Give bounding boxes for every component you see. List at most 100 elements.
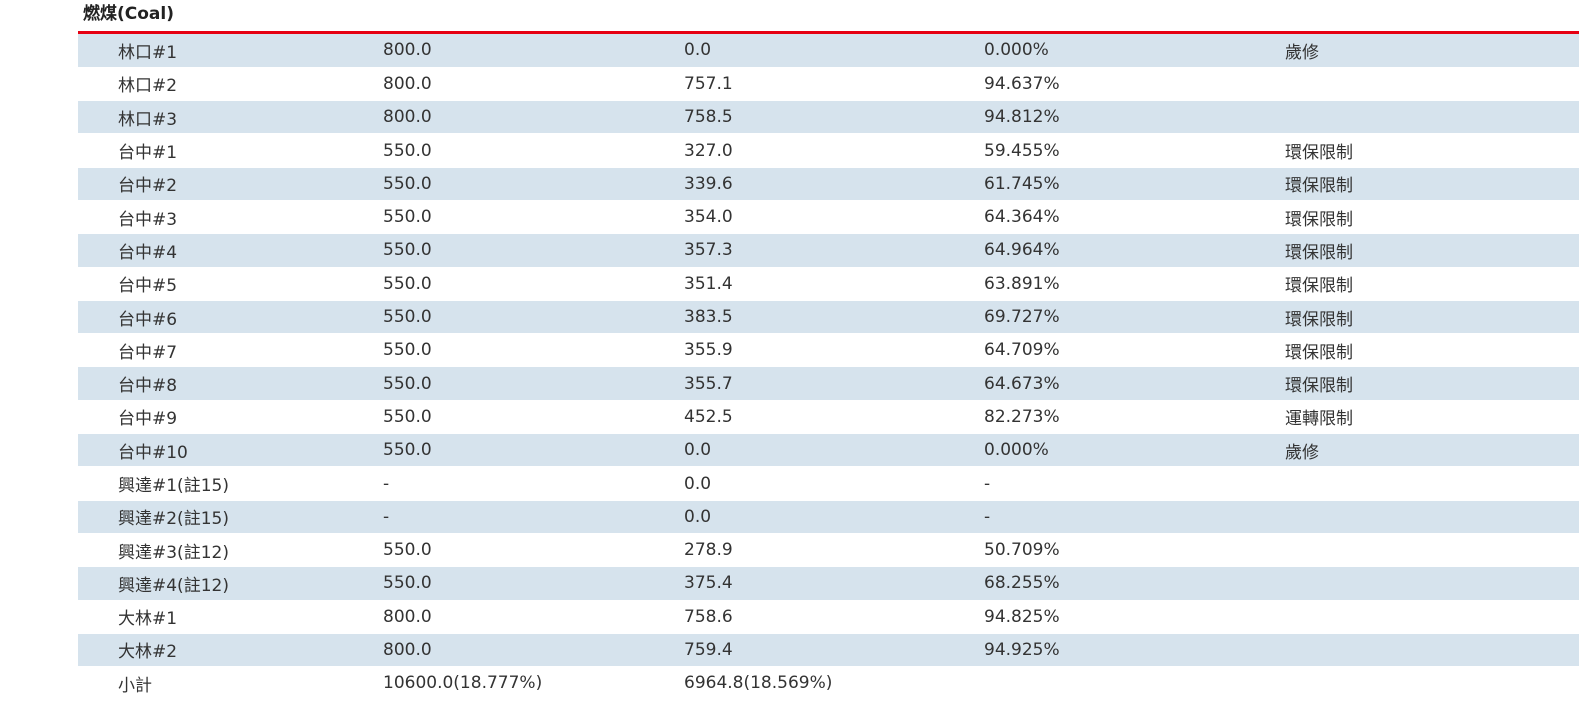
ratio-cell: 64.709% bbox=[984, 333, 1285, 368]
capacity-cell: 800.0 bbox=[383, 34, 684, 68]
capacity-cell: - bbox=[383, 466, 684, 501]
ratio-cell: 50.709% bbox=[984, 533, 1285, 568]
capacity-cell: 800.0 bbox=[383, 100, 684, 135]
capacity-cell: 550.0 bbox=[383, 433, 684, 468]
subtotal-capacity: 10600.0(18.777%) bbox=[383, 666, 684, 701]
capacity-cell: - bbox=[383, 500, 684, 534]
table-row: 台中#6 550.0 383.5 69.727% 環保限制 bbox=[78, 300, 1579, 335]
unit-name-cell: 林口#2 bbox=[78, 67, 383, 102]
note-cell: 環保限制 bbox=[1285, 167, 1579, 201]
generation-cell: 355.9 bbox=[684, 333, 984, 368]
generation-cell: 757.1 bbox=[684, 67, 984, 102]
ratio-cell: 82.273% bbox=[984, 400, 1285, 435]
note-cell bbox=[1285, 566, 1579, 601]
generation-cell: 758.6 bbox=[684, 600, 984, 634]
unit-name-cell: 興達#1(註15) bbox=[78, 466, 383, 501]
note-cell bbox=[1285, 600, 1579, 634]
unit-name-cell: 台中#4 bbox=[78, 233, 383, 268]
ratio-cell: 68.255% bbox=[984, 566, 1285, 601]
subtotal-row: 小計 10600.0(18.777%) 6964.8(18.569%) bbox=[78, 666, 1579, 701]
note-cell bbox=[1285, 633, 1579, 668]
generation-cell: 0.0 bbox=[684, 500, 984, 534]
table-row: 台中#8 550.0 355.7 64.673% 環保限制 bbox=[78, 366, 1579, 401]
table-row: 興達#3(註12) 550.0 278.9 50.709% bbox=[78, 533, 1579, 568]
table-row: 興達#4(註12) 550.0 375.4 68.255% bbox=[78, 566, 1579, 601]
capacity-cell: 550.0 bbox=[383, 533, 684, 568]
table-row: 台中#9 550.0 452.5 82.273% 運轉限制 bbox=[78, 400, 1579, 435]
generation-cell: 339.6 bbox=[684, 167, 984, 201]
table-row: 興達#1(註15) -0.0- bbox=[78, 466, 1579, 501]
unit-name-cell: 台中#7 bbox=[78, 333, 383, 368]
note-cell: 環保限制 bbox=[1285, 366, 1579, 401]
generation-cell: 375.4 bbox=[684, 566, 984, 601]
coal-section: 燃煤(Coal) 林口#1 800.0 0.0 0.000% 歲修 林口#2 800.0 75… bbox=[78, 0, 1579, 701]
table-row: 林口#3 800.0 758.5 94.812% bbox=[78, 100, 1579, 135]
table-body: 林口#1 800.0 0.0 0.000% 歲修 林口#2 800.0 757.1 94.637… bbox=[78, 34, 1579, 701]
note-cell: 環保限制 bbox=[1285, 333, 1579, 368]
note-cell bbox=[1285, 100, 1579, 135]
ratio-cell: 63.891% bbox=[984, 267, 1285, 301]
unit-name-cell: 興達#2(註15) bbox=[78, 500, 383, 534]
table-row: 台中#7 550.0 355.9 64.709% 環保限制 bbox=[78, 333, 1579, 368]
note-cell: 歲修 bbox=[1285, 433, 1579, 468]
note-cell: 歲修 bbox=[1285, 34, 1579, 68]
unit-name-cell: 興達#3(註12) bbox=[78, 533, 383, 568]
ratio-cell: 64.673% bbox=[984, 366, 1285, 401]
note-cell: 環保限制 bbox=[1285, 133, 1579, 168]
capacity-cell: 550.0 bbox=[383, 267, 684, 301]
table-row: 興達#2(註15) -0.0- bbox=[78, 500, 1579, 534]
unit-name-cell: 興達#4(註12) bbox=[78, 566, 383, 601]
generation-cell: 355.7 bbox=[684, 366, 984, 401]
ratio-cell: 64.364% bbox=[984, 200, 1285, 235]
unit-name-cell: 林口#3 bbox=[78, 100, 383, 135]
capacity-cell: 550.0 bbox=[383, 200, 684, 235]
generation-cell: 758.5 bbox=[684, 100, 984, 135]
unit-name-cell: 台中#10 bbox=[78, 433, 383, 468]
unit-name-cell: 台中#2 bbox=[78, 167, 383, 201]
note-cell bbox=[1285, 533, 1579, 568]
note-cell: 環保限制 bbox=[1285, 300, 1579, 335]
generation-cell: 0.0 bbox=[684, 34, 984, 68]
unit-name-cell: 台中#5 bbox=[78, 267, 383, 301]
unit-name-cell: 大林#2 bbox=[78, 633, 383, 668]
table-row: 台中#10 550.0 0.0 0.000% 歲修 bbox=[78, 433, 1579, 468]
unit-name-cell: 台中#3 bbox=[78, 200, 383, 235]
subtotal-ratio bbox=[984, 666, 1285, 701]
capacity-cell: 800.0 bbox=[383, 633, 684, 668]
capacity-cell: 550.0 bbox=[383, 333, 684, 368]
table-row: 台中#2 550.0 339.6 61.745% 環保限制 bbox=[78, 167, 1579, 201]
table-row: 大林#2 800.0 759.4 94.925% bbox=[78, 633, 1579, 668]
capacity-cell: 550.0 bbox=[383, 566, 684, 601]
ratio-cell: 94.812% bbox=[984, 100, 1285, 135]
unit-name-cell: 台中#8 bbox=[78, 366, 383, 401]
note-cell: 運轉限制 bbox=[1285, 400, 1579, 435]
note-cell: 環保限制 bbox=[1285, 267, 1579, 301]
note-cell: 環保限制 bbox=[1285, 200, 1579, 235]
capacity-cell: 800.0 bbox=[383, 67, 684, 102]
generation-cell: 357.3 bbox=[684, 233, 984, 268]
generation-cell: 759.4 bbox=[684, 633, 984, 668]
unit-name-cell: 大林#1 bbox=[78, 600, 383, 634]
capacity-cell: 550.0 bbox=[383, 400, 684, 435]
generation-cell: 354.0 bbox=[684, 200, 984, 235]
ratio-cell: 61.745% bbox=[984, 167, 1285, 201]
table-row: 林口#2 800.0 757.1 94.637% bbox=[78, 67, 1579, 102]
coal-units-table: 林口#1 800.0 0.0 0.000% 歲修 林口#2 800.0 757.1 94.637… bbox=[78, 34, 1579, 701]
generation-cell: 383.5 bbox=[684, 300, 984, 335]
unit-name-cell: 林口#1 bbox=[78, 34, 383, 68]
capacity-cell: 550.0 bbox=[383, 366, 684, 401]
capacity-cell: 550.0 bbox=[383, 133, 684, 168]
ratio-cell: - bbox=[984, 500, 1285, 534]
note-cell: 環保限制 bbox=[1285, 233, 1579, 268]
table-row: 台中#4 550.0 357.3 64.964% 環保限制 bbox=[78, 233, 1579, 268]
ratio-cell: 59.455% bbox=[984, 133, 1285, 168]
note-cell bbox=[1285, 500, 1579, 534]
generation-cell: 278.9 bbox=[684, 533, 984, 568]
ratio-cell: - bbox=[984, 466, 1285, 501]
note-cell bbox=[1285, 67, 1579, 102]
unit-name-cell: 台中#6 bbox=[78, 300, 383, 335]
generation-cell: 327.0 bbox=[684, 133, 984, 168]
generation-cell: 0.0 bbox=[684, 433, 984, 468]
capacity-cell: 550.0 bbox=[383, 167, 684, 201]
table-row: 台中#5 550.0 351.4 63.891% 環保限制 bbox=[78, 267, 1579, 301]
